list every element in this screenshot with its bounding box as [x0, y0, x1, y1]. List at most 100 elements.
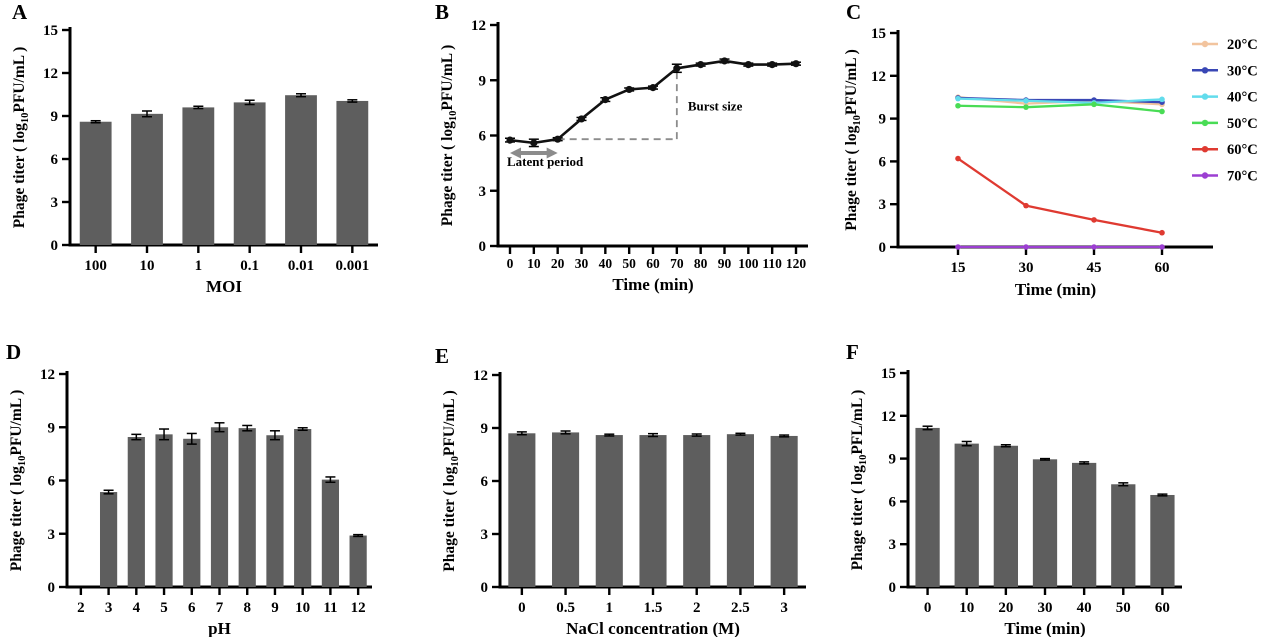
svg-text:60: 60 — [1155, 260, 1170, 276]
svg-text:20°C: 20°C — [1227, 37, 1258, 53]
svg-text:45: 45 — [1087, 260, 1102, 276]
svg-text:12: 12 — [351, 600, 366, 616]
svg-text:Phage titer ( log10PFU/mL ): Phage titer ( log10PFU/mL ) — [441, 390, 461, 572]
svg-text:15: 15 — [951, 260, 966, 276]
svg-text:Time (min): Time (min) — [612, 275, 693, 294]
svg-text:Phage titer ( log10PFU/mL ): Phage titer ( log10PFU/mL ) — [8, 390, 28, 572]
svg-text:2.5: 2.5 — [731, 600, 750, 616]
svg-text:MOI: MOI — [206, 277, 242, 296]
svg-text:9: 9 — [481, 421, 489, 437]
svg-text:Phage titer ( log10PFU/mL ): Phage titer ( log10PFU/mL ) — [439, 45, 459, 227]
svg-text:6: 6 — [188, 600, 196, 616]
panel-F: F 0 3 6 9 12 15 Phage titer ( log10PFL/mL ) 0 10… — [840, 328, 1269, 637]
svg-text:60°C: 60°C — [1227, 142, 1258, 158]
svg-text:90: 90 — [718, 256, 732, 271]
svg-text:40: 40 — [1077, 600, 1092, 616]
svg-text:Latent period: Latent period — [507, 154, 584, 169]
svg-text:pH: pH — [208, 619, 231, 637]
panel-C-label: C — [846, 0, 862, 24]
panel-A: A 0 3 6 9 12 15 Phage titer ( log10PFU/mL ) 100… — [0, 0, 420, 315]
panel-E-chart-nacl-stability: 0 3 6 9 12 Phage titer ( log10PFU/mL ) 0 0.5 1 1.… — [441, 368, 806, 637]
svg-text:11: 11 — [323, 600, 337, 616]
svg-text:0: 0 — [879, 240, 887, 256]
svg-text:1: 1 — [195, 258, 203, 274]
svg-text:50°C: 50°C — [1227, 116, 1258, 132]
svg-text:0: 0 — [889, 580, 897, 596]
panel-C: C 0 3 6 9 12 15 Phage titer ( log10PFU/mL ) 15 3… — [840, 0, 1269, 315]
svg-text:30°C: 30°C — [1227, 63, 1258, 79]
svg-text:12: 12 — [473, 368, 488, 384]
svg-text:6: 6 — [479, 129, 487, 145]
svg-text:Burst size: Burst size — [688, 99, 743, 114]
panel-B: B 0 3 6 9 12 Phage titer ( log10PFU/mL ) 0 10 20… — [420, 0, 840, 315]
svg-text:9: 9 — [271, 600, 279, 616]
svg-text:3: 3 — [48, 527, 56, 543]
svg-text:10: 10 — [959, 600, 974, 616]
panel-C-chart-thermal-stability: 0 3 6 9 12 15 Phage titer ( log10PFU/mL ) 15 30 4… — [843, 26, 1258, 299]
svg-text:80: 80 — [694, 256, 708, 271]
svg-text:3: 3 — [889, 537, 897, 553]
svg-text:1.5: 1.5 — [644, 600, 663, 616]
svg-text:Time (min): Time (min) — [1004, 619, 1085, 637]
svg-text:3: 3 — [780, 600, 788, 616]
svg-text:Phage titer ( log10PFU/mL ): Phage titer ( log10PFU/mL ) — [11, 47, 31, 229]
svg-text:15: 15 — [881, 366, 896, 382]
svg-text:0: 0 — [518, 600, 526, 616]
svg-text:6: 6 — [481, 474, 489, 490]
svg-text:3: 3 — [105, 600, 113, 616]
svg-text:9: 9 — [879, 112, 887, 128]
svg-text:70°C: 70°C — [1227, 169, 1258, 185]
panel-B-label: B — [435, 0, 450, 24]
svg-text:12: 12 — [881, 409, 896, 425]
svg-text:10: 10 — [295, 600, 310, 616]
svg-text:0.01: 0.01 — [288, 258, 314, 274]
svg-text:0.001: 0.001 — [335, 258, 369, 274]
svg-text:9: 9 — [889, 452, 897, 468]
svg-text:0: 0 — [479, 239, 487, 255]
panel-E: E 0 3 6 9 12 Phage titer ( log10PFU/mL ) 0 0.5 1… — [420, 328, 840, 637]
svg-text:Phage titer ( log10PFL/mL ): Phage titer ( log10PFL/mL ) — [849, 390, 869, 571]
svg-text:Phage titer ( log10PFU/mL ): Phage titer ( log10PFU/mL ) — [843, 49, 863, 231]
svg-text:2: 2 — [693, 600, 701, 616]
svg-text:12: 12 — [43, 66, 58, 82]
svg-text:60: 60 — [1155, 600, 1170, 616]
svg-text:9: 9 — [479, 73, 487, 89]
svg-text:30: 30 — [575, 256, 589, 271]
svg-text:40°C: 40°C — [1227, 90, 1258, 106]
svg-text:0: 0 — [924, 600, 932, 616]
svg-text:50: 50 — [622, 256, 636, 271]
svg-text:9: 9 — [51, 109, 59, 125]
svg-text:0.1: 0.1 — [240, 258, 259, 274]
svg-text:0.5: 0.5 — [556, 600, 575, 616]
svg-text:4: 4 — [133, 600, 141, 616]
svg-text:12: 12 — [871, 69, 886, 85]
svg-text:12: 12 — [40, 367, 55, 383]
svg-text:120: 120 — [786, 256, 807, 271]
svg-text:7: 7 — [216, 600, 224, 616]
svg-text:70: 70 — [670, 256, 684, 271]
svg-text:2: 2 — [77, 600, 85, 616]
svg-text:0: 0 — [51, 238, 59, 254]
svg-text:10: 10 — [527, 256, 541, 271]
svg-text:30: 30 — [1038, 600, 1053, 616]
svg-text:5: 5 — [160, 600, 168, 616]
svg-text:NaCl concentration (M): NaCl concentration (M) — [566, 619, 740, 637]
svg-text:50: 50 — [1116, 600, 1131, 616]
svg-text:3: 3 — [51, 195, 59, 211]
svg-text:10: 10 — [140, 258, 155, 274]
panel-D-label: D — [6, 340, 22, 364]
svg-text:6: 6 — [51, 152, 59, 168]
svg-text:15: 15 — [871, 26, 886, 42]
svg-text:8: 8 — [243, 600, 251, 616]
svg-text:6: 6 — [48, 474, 56, 490]
svg-text:3: 3 — [479, 184, 487, 200]
panel-D: D 0 3 6 9 12 Phage titer ( log10PFU/mL ) 2 3 4 5 6… — [0, 328, 420, 637]
svg-text:20: 20 — [998, 600, 1013, 616]
svg-text:3: 3 — [481, 527, 489, 543]
svg-text:30: 30 — [1019, 260, 1034, 276]
panel-F-label: F — [846, 340, 859, 364]
panel-A-label: A — [12, 0, 28, 24]
svg-text:100: 100 — [738, 256, 759, 271]
